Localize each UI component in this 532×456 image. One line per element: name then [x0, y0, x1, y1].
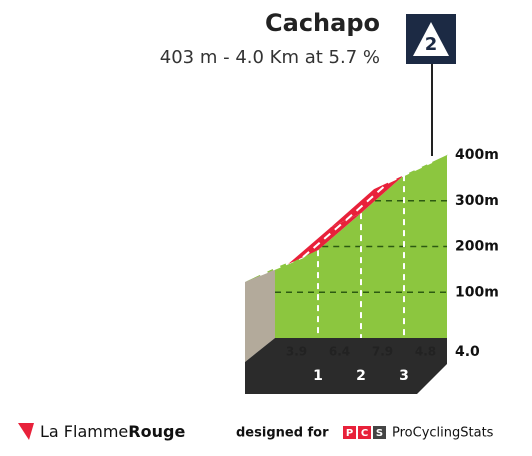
category-label: 2 [425, 34, 438, 55]
brand-left: La Flamme [40, 422, 128, 441]
pcs-name: ProCyclingStats [392, 426, 494, 441]
chart-title: Cachapo [265, 9, 380, 37]
brand-right: Rouge [128, 422, 185, 441]
y-tick-label: 300m [455, 193, 499, 209]
x-tick-label: 4.0 [455, 344, 480, 360]
x-tick-label: 1 [313, 368, 323, 384]
x-tick-label: 2 [356, 368, 366, 384]
gradient-label: 7.9 [372, 345, 393, 359]
brand-flag [18, 423, 34, 440]
gradient-label: 3.9 [286, 345, 307, 359]
pcs-letter: C [361, 428, 368, 439]
strip-centerline [302, 219, 347, 258]
x-tick-label: 3 [399, 368, 409, 384]
y-tick-label: 200m [455, 239, 499, 255]
base-band [245, 338, 447, 394]
pcs-letter: P [346, 428, 353, 439]
pcs-box [373, 426, 386, 439]
y-tick-label: 400m [455, 147, 499, 163]
strip-centerline [259, 256, 304, 276]
designed-for: designed for [236, 426, 329, 441]
badge-triangle [413, 22, 449, 56]
strip-centerline [388, 161, 433, 184]
brand-name: La FlammeRouge [40, 422, 185, 441]
profile: 100m 200m 300m 400m 1 2 3 4.0 3.9 6.4 7.9 4.8 [245, 147, 499, 394]
side-face [245, 268, 275, 362]
gradient-label: 4.8 [415, 345, 436, 359]
chart-subtitle: 403 m - 4.0 Km at 5.7 % [160, 47, 380, 68]
gradient-label: 6.4 [329, 345, 350, 359]
strip-centerline [345, 181, 390, 221]
y-tick-label: 100m [455, 284, 499, 300]
pcs-box [358, 426, 371, 439]
pcs-box [343, 426, 356, 439]
pcs-letter: S [376, 428, 383, 439]
